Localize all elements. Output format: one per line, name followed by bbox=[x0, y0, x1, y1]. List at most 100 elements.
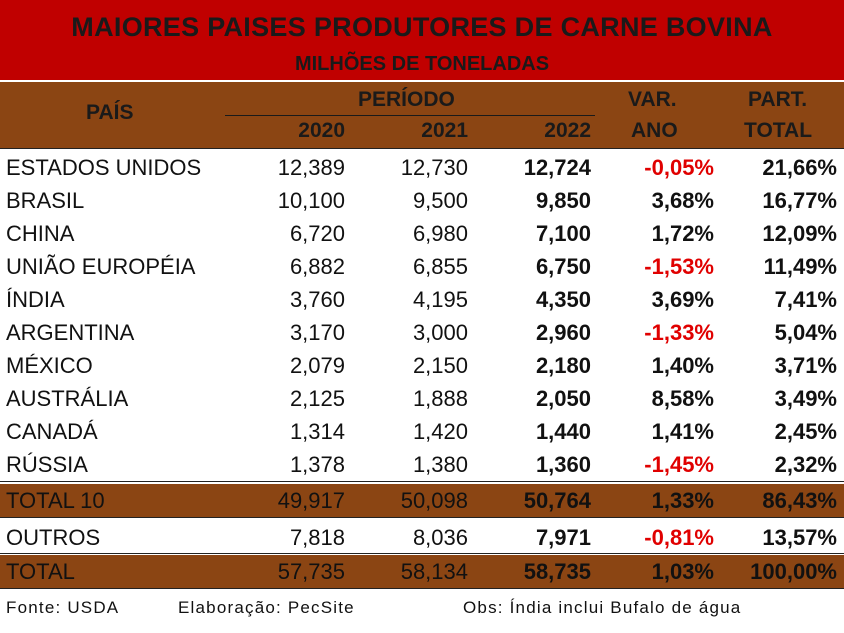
value-2022: 1,440 bbox=[535, 419, 591, 444]
value-var: 1,41% bbox=[651, 419, 714, 444]
total-2020: 57,735 bbox=[277, 559, 345, 584]
table-row: MÉXICO 2,079 2,150 2,180 1,40% 3,71% bbox=[0, 349, 844, 382]
divider bbox=[0, 481, 844, 482]
others-row: OUTROS 7,818 8,036 7,971 -0,81% 13,57% bbox=[0, 521, 844, 554]
total10-var: 1,33% bbox=[651, 488, 714, 513]
value-2020: 3,760 bbox=[289, 287, 345, 312]
value-var: 1,72% bbox=[651, 221, 714, 246]
value-2020: 3,170 bbox=[289, 320, 345, 345]
value-part: 7,41% bbox=[774, 287, 837, 312]
table-row: ARGENTINA 3,170 3,000 2,960 -1,33% 5,04% bbox=[0, 316, 844, 349]
header-2022: 2022 bbox=[544, 119, 591, 142]
page-subtitle: MILHÕES DE TONELADAS bbox=[294, 53, 550, 75]
value-2021: 3,000 bbox=[412, 320, 468, 345]
value-2021: 1,380 bbox=[412, 452, 468, 477]
value-part: 3,71% bbox=[774, 353, 837, 378]
total10-2020: 49,917 bbox=[277, 488, 345, 513]
total10-label: TOTAL 10 bbox=[6, 488, 105, 513]
country-name: ESTADOS UNIDOS bbox=[6, 155, 202, 180]
total-part: 100,00% bbox=[750, 559, 837, 584]
others-var: -0,81% bbox=[644, 525, 714, 550]
country-name: AUSTRÁLIA bbox=[6, 386, 129, 411]
value-2020: 6,720 bbox=[289, 221, 345, 246]
value-2022: 12,724 bbox=[523, 155, 591, 180]
value-part: 5,04% bbox=[774, 320, 837, 345]
value-2021: 9,500 bbox=[412, 188, 468, 213]
table-row: BRASIL 10,100 9,500 9,850 3,68% 16,77% bbox=[0, 184, 844, 217]
header-part-line2: TOTAL bbox=[744, 119, 813, 142]
divider bbox=[0, 148, 844, 149]
header-part-line1: PART. bbox=[748, 88, 808, 111]
value-part: 21,66% bbox=[762, 155, 837, 180]
table-row: ESTADOS UNIDOS 12,389 12,730 12,724 -0,0… bbox=[0, 151, 844, 184]
total-var: 1,03% bbox=[651, 559, 714, 584]
country-name: CHINA bbox=[6, 221, 75, 246]
total10-2022: 50,764 bbox=[523, 488, 591, 513]
header-2021: 2021 bbox=[421, 119, 468, 142]
country-name: ARGENTINA bbox=[6, 320, 135, 345]
country-name: BRASIL bbox=[6, 188, 85, 213]
value-2022: 1,360 bbox=[535, 452, 591, 477]
value-2021: 2,150 bbox=[412, 353, 468, 378]
value-var: -1,53% bbox=[644, 254, 714, 279]
value-part: 2,32% bbox=[774, 452, 837, 477]
others-2021: 8,036 bbox=[412, 525, 468, 550]
country-name: MÉXICO bbox=[6, 353, 93, 378]
others-part: 13,57% bbox=[762, 525, 837, 550]
value-2022: 2,180 bbox=[535, 353, 591, 378]
value-var: 8,58% bbox=[651, 386, 714, 411]
country-name: RÚSSIA bbox=[6, 452, 88, 477]
value-2020: 6,882 bbox=[289, 254, 345, 279]
value-var: -1,45% bbox=[644, 452, 714, 477]
value-var: -1,33% bbox=[644, 320, 714, 345]
divider bbox=[0, 588, 844, 589]
value-2021: 12,730 bbox=[400, 155, 468, 180]
table-row: UNIÃO EUROPÉIA 6,882 6,855 6,750 -1,53% … bbox=[0, 250, 844, 283]
value-2021: 6,980 bbox=[412, 221, 468, 246]
total-row: TOTAL 57,735 58,134 58,735 1,03% 100,00% bbox=[0, 555, 844, 588]
total10-2021: 50,098 bbox=[400, 488, 468, 513]
table-row: CANADÁ 1,314 1,420 1,440 1,41% 2,45% bbox=[0, 415, 844, 448]
value-2020: 10,100 bbox=[277, 188, 345, 213]
value-2020: 2,079 bbox=[289, 353, 345, 378]
value-2022: 4,350 bbox=[535, 287, 591, 312]
value-part: 16,77% bbox=[762, 188, 837, 213]
value-2021: 1,888 bbox=[412, 386, 468, 411]
title-band bbox=[0, 0, 844, 80]
total-2022: 58,735 bbox=[523, 559, 591, 584]
others-2022: 7,971 bbox=[535, 525, 591, 550]
table-row: CHINA 6,720 6,980 7,100 1,72% 12,09% bbox=[0, 217, 844, 250]
page-title: MAIORES PAISES PRODUTORES DE CARNE BOVIN… bbox=[71, 12, 773, 42]
country-name: CANADÁ bbox=[6, 419, 98, 444]
header-period: PERÍODO bbox=[358, 88, 455, 111]
header-period-underline bbox=[225, 115, 595, 116]
total10-row: TOTAL 10 49,917 50,098 50,764 1,33% 86,4… bbox=[0, 484, 844, 517]
divider bbox=[0, 553, 844, 554]
others-label: OUTROS bbox=[6, 525, 101, 550]
footer-note: Obs: Índia inclui Bufalo de água bbox=[463, 598, 742, 617]
value-2022: 2,960 bbox=[535, 320, 591, 345]
value-2022: 7,100 bbox=[535, 221, 591, 246]
value-2020: 1,314 bbox=[289, 419, 345, 444]
total-label: TOTAL bbox=[6, 559, 75, 584]
value-part: 3,49% bbox=[774, 386, 837, 411]
header-var-line1: VAR. bbox=[628, 88, 677, 111]
table-row: ÍNDIA 3,760 4,195 4,350 3,69% 7,41% bbox=[0, 283, 844, 316]
others-2020: 7,818 bbox=[289, 525, 345, 550]
value-2022: 9,850 bbox=[535, 188, 591, 213]
footer-source: Fonte: USDA bbox=[6, 598, 120, 617]
footer-author: Elaboração: PecSite bbox=[178, 598, 355, 617]
value-2022: 2,050 bbox=[535, 386, 591, 411]
value-var: 3,69% bbox=[651, 287, 714, 312]
country-name: ÍNDIA bbox=[6, 287, 65, 312]
country-name: UNIÃO EUROPÉIA bbox=[6, 254, 196, 279]
value-var: -0,05% bbox=[644, 155, 714, 180]
value-part: 2,45% bbox=[774, 419, 837, 444]
value-2021: 4,195 bbox=[412, 287, 468, 312]
header-country: PAÍS bbox=[86, 101, 134, 124]
value-2020: 12,389 bbox=[277, 155, 345, 180]
value-var: 1,40% bbox=[651, 353, 714, 378]
table-row: AUSTRÁLIA 2,125 1,888 2,050 8,58% 3,49% bbox=[0, 382, 844, 415]
value-part: 11,49% bbox=[763, 254, 837, 279]
table-row: RÚSSIA 1,378 1,380 1,360 -1,45% 2,32% bbox=[0, 448, 844, 481]
